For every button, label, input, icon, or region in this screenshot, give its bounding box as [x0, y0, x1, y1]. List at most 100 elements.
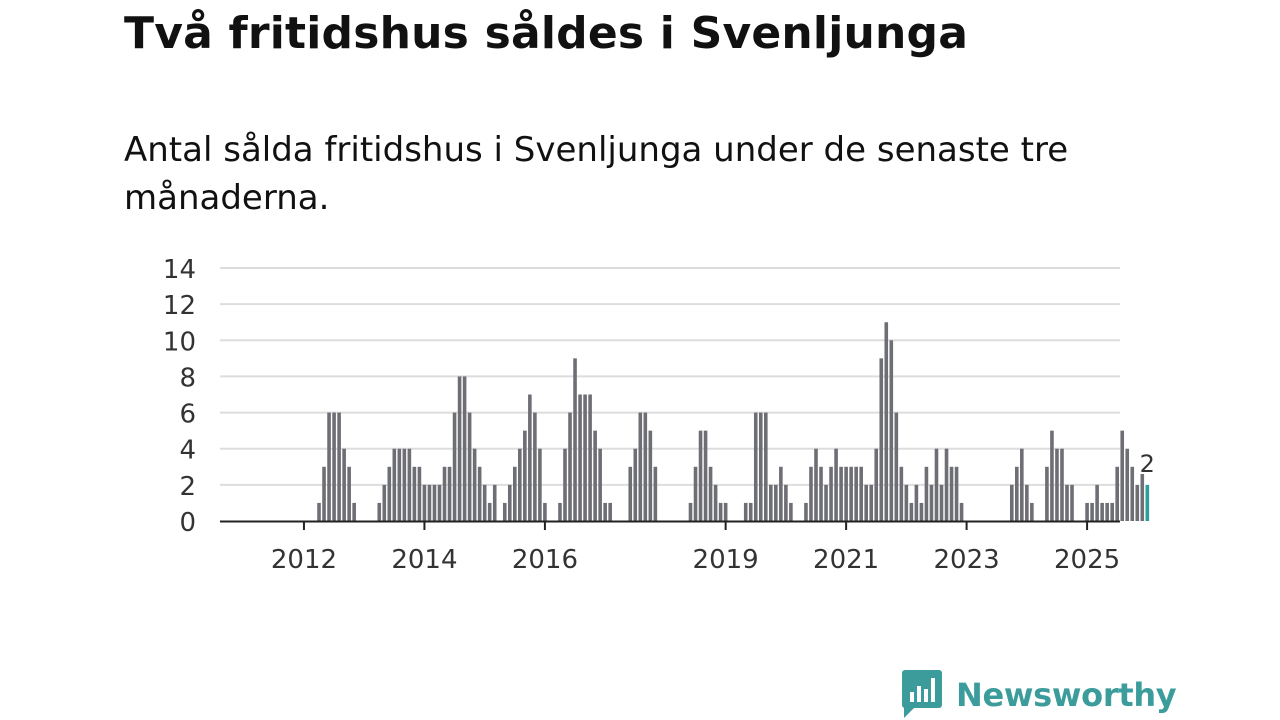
bar	[507, 484, 512, 521]
bar	[944, 448, 949, 521]
bar	[839, 466, 843, 521]
bar	[1090, 502, 1094, 521]
gridlines	[220, 267, 1120, 486]
latest-value-label: 2	[1140, 450, 1155, 478]
bar	[1045, 466, 1049, 521]
bar	[603, 502, 607, 521]
bars	[317, 322, 1150, 521]
bar	[397, 448, 402, 521]
bar	[482, 484, 487, 521]
bar	[703, 430, 708, 521]
bar	[417, 466, 422, 521]
bar	[764, 412, 768, 521]
bar	[1060, 448, 1064, 521]
bar	[889, 340, 894, 521]
bar	[834, 448, 838, 521]
bar	[593, 430, 597, 521]
bar	[502, 502, 507, 521]
bar	[337, 412, 341, 521]
y-tick-label: 14	[163, 255, 196, 285]
bar	[819, 466, 823, 521]
bar	[1050, 430, 1054, 521]
bar	[643, 412, 648, 521]
x-axis: 2012 2014 2016 2019 2021 2023 2025	[220, 520, 1120, 575]
bar	[814, 448, 818, 521]
bar	[317, 502, 321, 521]
bar	[533, 412, 537, 521]
bar	[1095, 484, 1099, 521]
bar	[688, 502, 693, 521]
bar	[1020, 448, 1024, 521]
bar	[487, 502, 492, 521]
y-tick-label: 0	[179, 508, 196, 538]
bar	[809, 466, 813, 521]
bar	[518, 448, 522, 521]
bar	[708, 466, 713, 521]
bar	[829, 466, 833, 521]
bar	[919, 502, 924, 521]
bar	[934, 448, 939, 521]
bar	[422, 484, 427, 521]
bar	[437, 484, 442, 521]
annotations: 2	[1140, 450, 1155, 478]
bar	[899, 466, 904, 521]
bar	[633, 448, 638, 521]
bar	[718, 502, 723, 521]
bar	[513, 466, 517, 521]
bar	[578, 394, 582, 521]
bar	[1055, 448, 1059, 521]
bar	[698, 430, 703, 521]
bar	[543, 502, 547, 521]
bar	[382, 484, 387, 521]
bar	[427, 484, 432, 521]
bar	[412, 466, 417, 521]
bar	[854, 466, 858, 521]
bar	[1135, 484, 1140, 521]
y-axis-ticks: 0 2 4 6 8 10 12 14	[163, 255, 196, 538]
bar	[874, 448, 879, 521]
bar	[1140, 474, 1145, 521]
bar	[1105, 502, 1109, 521]
bar	[743, 502, 748, 521]
bar	[1065, 484, 1069, 521]
bar	[352, 502, 356, 521]
bar	[477, 466, 482, 521]
y-tick-label: 12	[163, 291, 196, 321]
bar	[804, 502, 808, 521]
bar	[693, 466, 698, 521]
bar	[909, 502, 914, 521]
bar	[884, 322, 889, 521]
bar	[452, 412, 457, 521]
bar	[748, 502, 753, 521]
newsworthy-logo-icon	[902, 670, 942, 718]
bar	[929, 484, 934, 521]
bar	[789, 502, 793, 521]
bar	[784, 484, 788, 521]
bar	[1025, 484, 1029, 521]
x-tick-label: 2023	[934, 545, 1000, 575]
x-tick-label: 2025	[1054, 545, 1120, 575]
bar	[1125, 448, 1130, 521]
bar	[779, 466, 783, 521]
bar	[864, 484, 868, 521]
y-tick-label: 10	[163, 327, 196, 357]
bar	[904, 484, 909, 521]
bar	[588, 394, 592, 521]
bar-latest	[1145, 484, 1150, 521]
bar	[844, 466, 848, 521]
bar	[653, 466, 658, 521]
bar	[327, 412, 331, 521]
bar	[583, 394, 587, 521]
bar	[402, 448, 407, 521]
bar	[322, 466, 326, 521]
bar	[1030, 502, 1034, 521]
bar	[769, 484, 773, 521]
bar	[563, 448, 567, 521]
bar	[332, 412, 336, 521]
y-tick-label: 4	[179, 436, 196, 466]
bar	[528, 394, 532, 521]
bar	[954, 466, 959, 521]
bar	[1100, 502, 1104, 521]
bar	[573, 358, 577, 521]
